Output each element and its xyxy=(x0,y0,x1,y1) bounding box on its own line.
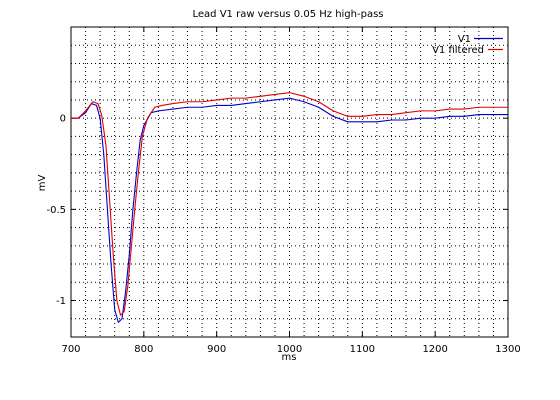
x-tick-label: 1000 xyxy=(277,344,302,355)
x-tick-label: 1100 xyxy=(350,344,375,355)
y-tick-label: -0.5 xyxy=(46,205,66,216)
x-axis-label: ms xyxy=(282,352,297,363)
legend-label-v1-filtered: V1 filtered xyxy=(432,45,484,56)
x-tick-label: 1300 xyxy=(495,344,520,355)
y-tick-label: 0 xyxy=(60,114,66,125)
chart-title: Lead V1 raw versus 0.05 Hz high-pass xyxy=(193,9,384,20)
axis-ticks: 700 800 900 1000 1100 1200 1300 -1 -0.5 0 xyxy=(46,27,521,355)
y-tick-label: -1 xyxy=(56,296,66,307)
series-line-v1 xyxy=(71,97,508,323)
x-tick-label: 900 xyxy=(207,344,226,355)
series-line-v1-filtered xyxy=(71,92,508,316)
plot-frame xyxy=(70,26,509,338)
series-lines xyxy=(71,92,508,323)
legend: V1 V1 filtered xyxy=(432,34,503,56)
y-axis-label: mV xyxy=(37,175,48,192)
grid xyxy=(71,27,508,337)
legend-label-v1: V1 xyxy=(458,34,471,45)
x-tick-label: 1200 xyxy=(422,344,447,355)
x-tick-label: 700 xyxy=(61,344,80,355)
x-tick-label: 800 xyxy=(134,344,153,355)
